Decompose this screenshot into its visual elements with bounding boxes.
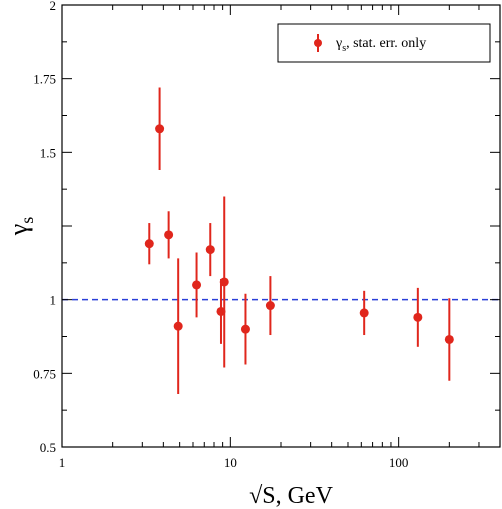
y-axis-title-main: γ — [4, 224, 33, 237]
legend-entry-main: γ — [335, 36, 342, 51]
data-marks — [144, 87, 454, 394]
y-tick-label: 0.75 — [33, 366, 56, 381]
legend-entry-subscript: s — [342, 43, 346, 54]
data-point — [205, 245, 215, 255]
y-tick-label: 2 — [50, 0, 57, 13]
legend-box — [277, 23, 491, 63]
data-point — [164, 230, 174, 240]
x-tick-label: 10 — [224, 455, 237, 470]
data-point — [144, 239, 154, 249]
legend: γs, stat. err. only — [277, 23, 491, 63]
data-point — [265, 301, 275, 311]
data-point — [173, 321, 183, 331]
y-axis-title-subscript: s — [17, 217, 37, 224]
y-tick-label: 1 — [50, 293, 57, 308]
y-tick-label: 1.75 — [33, 72, 56, 87]
legend-entry-rest: , stat. err. only — [346, 36, 426, 51]
axis-ticks: 0.5 0.75 1 1.5 1.75 2 1 10 100 — [33, 0, 501, 470]
x-axis-title: √S, GeV — [249, 483, 334, 509]
data-point — [192, 280, 202, 290]
data-point — [240, 324, 250, 334]
data-point — [444, 334, 454, 344]
data-point — [155, 124, 165, 134]
x-tick-label: 100 — [389, 455, 409, 470]
y-tick-label: 1.5 — [40, 145, 56, 160]
y-axis-title: γs — [4, 217, 37, 237]
data-point — [359, 308, 369, 318]
x-tick-label: 1 — [59, 455, 66, 470]
legend-marker-point — [314, 39, 322, 47]
data-point — [413, 312, 423, 322]
legend-entry: γs, stat. err. only — [335, 36, 426, 54]
y-tick-label: 0.5 — [40, 440, 56, 455]
data-point — [219, 277, 229, 287]
